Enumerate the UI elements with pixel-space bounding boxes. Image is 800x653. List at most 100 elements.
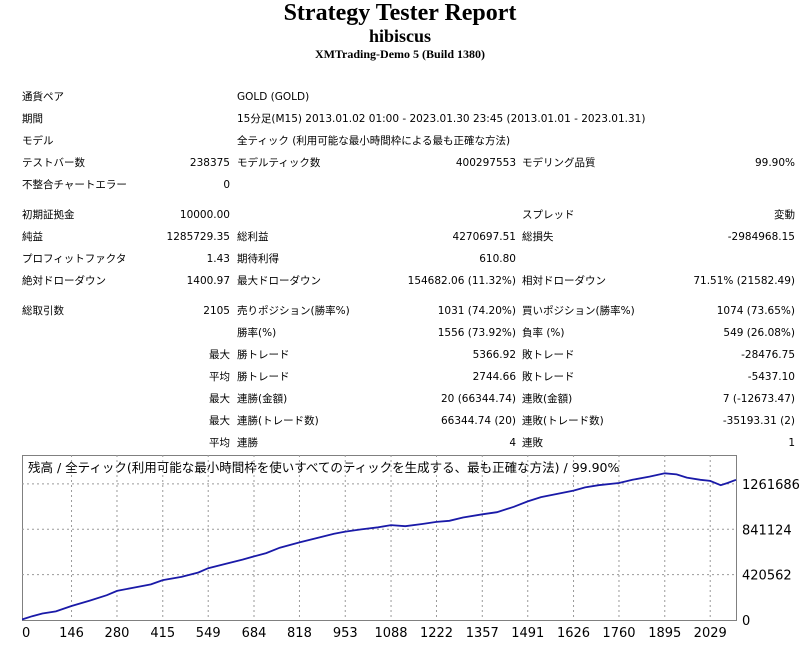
row-winrate: 勝率(%) 1556 (73.92%) 負率 (%) 549 (26.08%) (0, 322, 800, 344)
abs-dd-value: 1400.97 (186, 275, 230, 287)
row-avg-cons: 平均 連勝 4 連敗 1 (0, 432, 800, 454)
cons-money-prefix: 最大 (209, 393, 230, 405)
mismatch-label: 不整合チャートエラー (22, 179, 127, 191)
deposit-label: 初期証拠金 (22, 209, 75, 221)
report-title: Strategy Tester Report (283, 0, 517, 26)
rel-dd-value: 71.51% (21582.49) (693, 275, 795, 287)
max-dd-value: 154682.06 (11.32%) (407, 275, 516, 287)
ticks-value: 400297553 (455, 157, 516, 169)
quality-label: モデリング品質 (522, 157, 596, 169)
pf-label: プロフィットファクタ (22, 253, 127, 265)
avg-cons-prefix: 平均 (209, 437, 230, 449)
server-build: XMTrading-Demo 5 (Build 1380) (314, 47, 486, 61)
long-label: 買いポジション(勝率%) (522, 305, 635, 317)
x-tick-label: 1357 (466, 626, 499, 641)
expert-name: hibiscus (368, 26, 432, 46)
cons-win-trades-value: 66344.74 (20) (441, 415, 516, 427)
y-tick-label: 1261686 (742, 478, 800, 493)
trades-label: 総取引数 (22, 305, 64, 317)
row-largest: 最大 勝トレード 5366.92 敗トレード -28476.75 (0, 344, 800, 366)
loss-rate-value: 549 (26.08%) (723, 327, 795, 339)
row-symbol: 通貨ペア GOLD (GOLD) (0, 86, 800, 108)
balance-line (21, 472, 737, 621)
balance-chart: 残高 / 全ティック(利用可能な最小時間枠を使いすべてのティックを生成する、最も… (21, 455, 800, 649)
avg-cons-win-label: 連勝 (237, 437, 258, 449)
pf-value: 1.43 (206, 253, 230, 265)
period-label: 期間 (22, 113, 43, 125)
net-label: 純益 (22, 231, 43, 243)
model-label: モデル (22, 135, 54, 147)
avg-win-value: 2744.66 (472, 371, 516, 383)
report-table: 通貨ペア GOLD (GOLD) 期間 15分足(M15) 2013.01.02… (0, 86, 800, 454)
row-deposit: 初期証拠金 10000.00 スプレッド 変動 (0, 204, 800, 226)
gross-loss-value: -2984968.15 (727, 231, 795, 243)
avg-cons-win-value: 4 (509, 437, 516, 449)
short-label: 売りポジション(勝率%) (237, 305, 350, 317)
cons-loss-trades-value: -35193.31 (2) (722, 415, 795, 427)
rel-dd-label: 相対ドローダウン (522, 275, 606, 287)
bars-label: テストバー数 (22, 157, 85, 169)
max-dd-label: 最大ドローダウン (237, 275, 321, 287)
x-tick-label: 1760 (602, 626, 635, 641)
row-trades: 総取引数 2105 売りポジション(勝率%) 1031 (74.20%) 買いポ… (0, 300, 800, 322)
period-value: 15分足(M15) 2013.01.02 01:00 - 2023.01.30 … (237, 113, 646, 125)
y-tick-label: 0 (742, 614, 750, 629)
x-tick-label: 1491 (511, 626, 544, 641)
row-cons-trades: 最大 連勝(トレード数) 66344.74 (20) 連敗(トレード数) -35… (0, 410, 800, 432)
y-axis: 1261686 841124 420562 0 (742, 478, 800, 629)
x-tick-label: 1088 (374, 626, 407, 641)
x-tick-label: 549 (196, 626, 221, 641)
cons-loss-trades-label: 連敗(トレード数) (522, 415, 604, 427)
x-tick-label: 2029 (694, 626, 727, 641)
short-value: 1031 (74.20%) (437, 305, 516, 317)
x-tick-label: 1626 (557, 626, 590, 641)
long-value: 1074 (73.65%) (716, 305, 795, 317)
spread-value: 変動 (774, 209, 795, 221)
bars-value: 238375 (189, 157, 230, 169)
cons-loss-money-label: 連敗(金額) (522, 393, 573, 405)
mismatch-value: 0 (223, 179, 230, 191)
cons-win-money-value: 20 (66344.74) (441, 393, 516, 405)
payoff-value: 610.80 (479, 253, 516, 265)
ticks-label: モデルティック数 (237, 157, 321, 169)
avg-win-label: 勝トレード (237, 371, 290, 383)
row-average: 平均 勝トレード 2744.66 敗トレード -5437.10 (0, 366, 800, 388)
x-tick-label: 0 (22, 626, 30, 641)
gross-profit-value: 4270697.51 (452, 231, 516, 243)
quality-value: 99.90% (754, 157, 795, 169)
win-rate-label: 勝率(%) (237, 327, 277, 339)
row-model: モデル 全ティック (利用可能な最小時間枠による最も正確な方法) (0, 130, 800, 152)
chart-title: 残高 / 全ティック(利用可能な最小時間枠を使いすべてのティックを生成する、最も… (28, 460, 619, 475)
deposit-value: 10000.00 (179, 209, 230, 221)
x-tick-label: 953 (333, 626, 358, 641)
x-tick-label: 146 (59, 626, 84, 641)
row-mismatch: 不整合チャートエラー 0 (0, 174, 800, 196)
loss-rate-label: 負率 (%) (522, 327, 565, 339)
largest-win-value: 5366.92 (472, 349, 516, 361)
payoff-label: 期待利得 (237, 253, 279, 265)
average-prefix: 平均 (209, 371, 230, 383)
largest-loss-value: -28476.75 (741, 349, 795, 361)
row-bars: テストバー数 238375 モデルティック数 400297553 モデリング品質… (0, 152, 800, 174)
avg-loss-label: 敗トレード (522, 371, 575, 383)
x-tick-label: 818 (287, 626, 312, 641)
win-rate-value: 1556 (73.92%) (437, 327, 516, 339)
row-drawdown: 絶対ドローダウン 1400.97 最大ドローダウン 154682.06 (11.… (0, 270, 800, 292)
trades-value: 2105 (203, 305, 230, 317)
symbol-label: 通貨ペア (22, 91, 64, 103)
row-cons-money: 最大 連勝(金額) 20 (66344.74) 連敗(金額) 7 (-12673… (0, 388, 800, 410)
symbol-value: GOLD (GOLD) (237, 91, 310, 103)
gross-loss-label: 総損失 (522, 231, 554, 243)
avg-loss-value: -5437.10 (747, 371, 795, 383)
avg-cons-loss-value: 1 (788, 437, 795, 449)
row-net: 純益 1285729.35 総利益 4270697.51 総損失 -298496… (0, 226, 800, 248)
x-tick-label: 1222 (420, 626, 453, 641)
model-value: 全ティック (利用可能な最小時間枠による最も正確な方法) (237, 135, 511, 147)
gross-profit-label: 総利益 (237, 231, 269, 243)
row-pf: プロフィットファクタ 1.43 期待利得 610.80 (0, 248, 800, 270)
cons-trades-prefix: 最大 (209, 415, 230, 427)
cons-win-money-label: 連勝(金額) (237, 393, 288, 405)
abs-dd-label: 絶対ドローダウン (22, 275, 106, 287)
balance-chart-svg: 残高 / 全ティック(利用可能な最小時間枠を使いすべてのティックを生成する、最も… (21, 455, 800, 641)
largest-loss-label: 敗トレード (522, 349, 575, 361)
